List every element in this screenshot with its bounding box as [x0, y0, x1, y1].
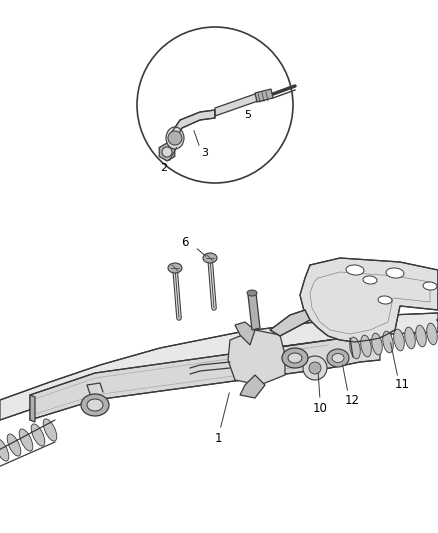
Ellipse shape — [43, 419, 57, 441]
Ellipse shape — [0, 439, 9, 461]
Text: 1: 1 — [214, 432, 222, 445]
Ellipse shape — [405, 327, 415, 349]
Text: 3: 3 — [201, 148, 208, 158]
Ellipse shape — [288, 353, 302, 363]
Polygon shape — [159, 143, 175, 161]
Circle shape — [303, 356, 327, 380]
Ellipse shape — [168, 263, 182, 273]
Polygon shape — [172, 110, 215, 140]
Polygon shape — [300, 258, 438, 342]
Circle shape — [162, 147, 172, 157]
Text: 2: 2 — [160, 163, 168, 173]
Ellipse shape — [423, 282, 437, 290]
Ellipse shape — [327, 349, 349, 367]
Text: 10: 10 — [313, 401, 328, 415]
Ellipse shape — [386, 268, 404, 278]
Ellipse shape — [7, 434, 21, 456]
Ellipse shape — [346, 265, 364, 275]
Polygon shape — [270, 310, 310, 336]
Text: 12: 12 — [345, 393, 360, 407]
Circle shape — [168, 131, 182, 145]
Ellipse shape — [49, 391, 71, 403]
Circle shape — [309, 362, 321, 374]
Ellipse shape — [282, 348, 308, 368]
Ellipse shape — [87, 399, 103, 411]
Ellipse shape — [81, 394, 109, 416]
Text: 5: 5 — [244, 110, 251, 120]
Ellipse shape — [394, 329, 404, 351]
Ellipse shape — [416, 325, 426, 347]
Ellipse shape — [166, 127, 184, 149]
Ellipse shape — [363, 276, 377, 284]
Ellipse shape — [203, 253, 217, 263]
Polygon shape — [235, 322, 255, 345]
Polygon shape — [30, 395, 35, 422]
Polygon shape — [0, 313, 438, 420]
Polygon shape — [255, 89, 273, 102]
Text: 6: 6 — [181, 237, 189, 249]
Ellipse shape — [31, 424, 45, 446]
Ellipse shape — [79, 382, 101, 394]
Ellipse shape — [19, 429, 33, 451]
Polygon shape — [215, 92, 265, 116]
Ellipse shape — [350, 337, 360, 359]
Ellipse shape — [332, 353, 344, 362]
Polygon shape — [30, 334, 380, 420]
Text: 11: 11 — [395, 378, 410, 392]
Ellipse shape — [247, 290, 257, 296]
Ellipse shape — [383, 331, 393, 353]
Ellipse shape — [378, 296, 392, 304]
Polygon shape — [228, 330, 285, 385]
Polygon shape — [248, 293, 260, 330]
Ellipse shape — [361, 335, 371, 357]
Ellipse shape — [427, 323, 437, 345]
Ellipse shape — [372, 333, 382, 355]
Polygon shape — [240, 375, 265, 398]
